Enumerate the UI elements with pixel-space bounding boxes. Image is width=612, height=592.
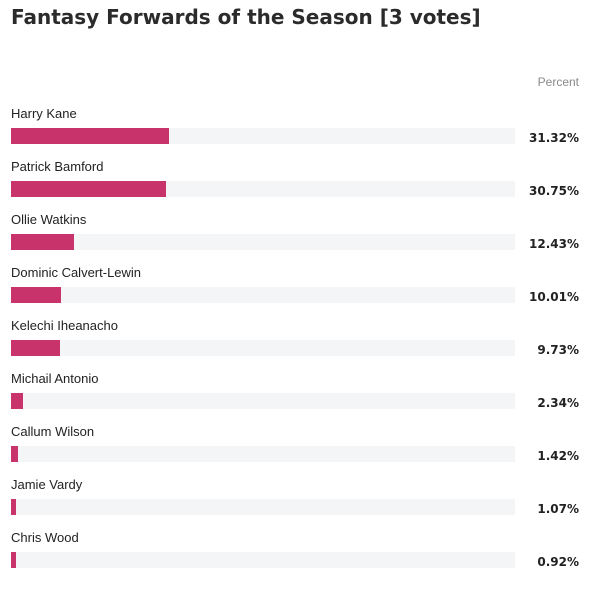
result-row: Patrick Bamford 30.75%: [11, 159, 579, 212]
bar-track: [11, 181, 515, 197]
result-row: Callum Wilson 1.42%: [11, 424, 579, 477]
option-label: Michail Antonio: [11, 371, 99, 386]
result-row: Chris Wood 0.92%: [11, 530, 579, 583]
option-label: Kelechi Iheanacho: [11, 318, 118, 333]
bar: [11, 340, 61, 356]
percent-value: 12.43%: [529, 237, 579, 251]
percent-value: 9.73%: [537, 343, 579, 357]
bar-track: [11, 393, 515, 409]
percent-value: 30.75%: [529, 184, 579, 198]
bar-track: [11, 287, 515, 303]
percent-value: 1.42%: [537, 449, 579, 463]
option-label: Callum Wilson: [11, 424, 95, 439]
option-label: Dominic Calvert-Lewin: [11, 265, 142, 280]
option-label: Harry Kane: [11, 106, 77, 121]
bar: [11, 128, 169, 144]
percent-value: 0.92%: [537, 555, 579, 569]
result-row: Ollie Watkins 12.43%: [11, 212, 579, 265]
bar-track: [11, 499, 515, 515]
percent-value: 2.34%: [537, 396, 579, 410]
result-row: Michail Antonio 2.34%: [11, 371, 579, 424]
bar: [11, 499, 17, 515]
option-label: Ollie Watkins: [11, 212, 87, 227]
bar-track: [11, 446, 515, 462]
option-label: Patrick Bamford: [11, 159, 104, 174]
option-label: Chris Wood: [11, 530, 79, 545]
bar-track: [11, 234, 515, 250]
percent-value: 10.01%: [529, 290, 579, 304]
result-row: Dominic Calvert-Lewin 10.01%: [11, 265, 579, 318]
bar-track: [11, 128, 515, 144]
result-row: Kelechi Iheanacho 9.73%: [11, 318, 579, 371]
bar-track: [11, 340, 515, 356]
bar: [11, 393, 23, 409]
bar: [11, 234, 74, 250]
bar: [11, 552, 16, 568]
percent-value: 1.07%: [537, 502, 579, 516]
percent-column-header: Percent: [537, 75, 579, 89]
poll-title: Fantasy Forwards of the Season [3 votes]: [11, 5, 481, 29]
bar: [11, 446, 19, 462]
bar-track: [11, 552, 515, 568]
option-label: Jamie Vardy: [11, 477, 83, 492]
bar: [11, 287, 62, 303]
result-row: Jamie Vardy 1.07%: [11, 477, 579, 530]
bar: [11, 181, 166, 197]
percent-value: 31.32%: [529, 131, 579, 145]
result-row: Harry Kane 31.32%: [11, 106, 579, 159]
